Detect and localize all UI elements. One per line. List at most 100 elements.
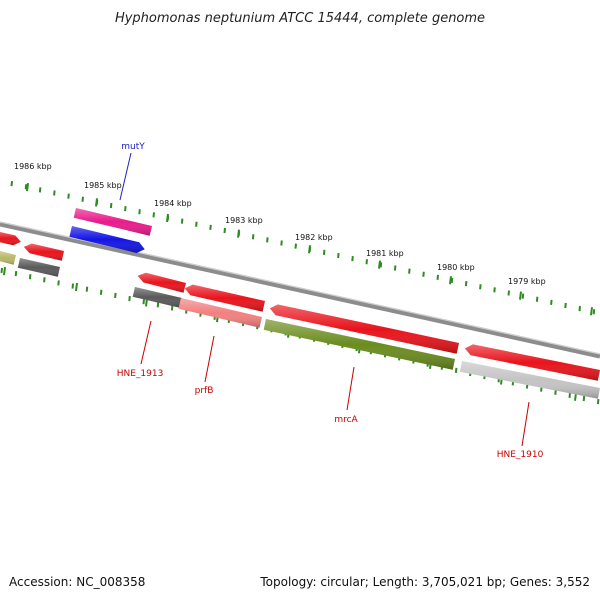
map-title: Hyphomonas neptunium ATCC 15444, complet… bbox=[115, 11, 485, 26]
scale-tick-outer bbox=[479, 284, 482, 290]
scale-tick-inner bbox=[128, 295, 131, 302]
backbone-line bbox=[0, 221, 600, 359]
scale-tick-outer bbox=[521, 293, 525, 299]
gene-label-muty[interactable]: mutY bbox=[121, 142, 145, 152]
scale-tick-outer bbox=[422, 271, 425, 277]
gene-HNE-1913[interactable] bbox=[132, 287, 182, 308]
scale-tick-outer bbox=[152, 212, 155, 218]
scale-tick-outer bbox=[81, 196, 84, 202]
backbone-highlight bbox=[0, 221, 600, 355]
leader-line-hne-1910 bbox=[521, 401, 530, 447]
scale-tick-outer bbox=[223, 227, 226, 234]
scale-tick-major bbox=[308, 245, 311, 254]
gene-red-b-shade bbox=[184, 284, 265, 312]
scale-label: 1979 kbp bbox=[508, 277, 546, 286]
gene-mrcA[interactable] bbox=[263, 319, 455, 370]
scale-tick-major bbox=[378, 260, 381, 269]
gene-label-hne-1913[interactable]: HNE_1913 bbox=[117, 369, 164, 379]
gene-label-mrca[interactable]: mrcA bbox=[334, 415, 358, 425]
scale-tick-outer bbox=[493, 287, 496, 293]
gene-olive-left[interactable] bbox=[0, 251, 16, 265]
scale-tick-inner bbox=[454, 367, 458, 374]
scale-tick-outer bbox=[124, 206, 127, 212]
scale-tick-major bbox=[26, 183, 29, 192]
scale-tick-major bbox=[75, 282, 78, 292]
gene-mutY-shade bbox=[69, 226, 145, 253]
gene-label-prfb[interactable]: prfB bbox=[195, 386, 214, 396]
accession-text: Accession: NC_008358 bbox=[9, 575, 145, 589]
scale-tick-inner bbox=[114, 292, 117, 299]
gene-red-left-2-shade bbox=[23, 243, 64, 261]
scale-tick-inner bbox=[596, 399, 600, 405]
scale-tick-outer bbox=[10, 181, 13, 187]
scale-tick-major bbox=[519, 291, 522, 300]
scale-tick-outer bbox=[436, 274, 439, 280]
gene-red-a-shade bbox=[137, 272, 186, 293]
scale-tick-outer bbox=[38, 187, 42, 193]
gene-HNE-1913-shade bbox=[132, 287, 182, 308]
gene-red-a[interactable] bbox=[137, 272, 186, 293]
gene-prfB-shade bbox=[178, 298, 262, 328]
scale-tick-major bbox=[3, 266, 6, 276]
scale-label: 1981 kbp bbox=[366, 249, 404, 258]
scale-tick-outer bbox=[280, 240, 283, 246]
genome-summary-text: Topology: circular; Length: 3,705,021 bp… bbox=[259, 575, 590, 589]
gene-gray-left[interactable] bbox=[17, 258, 60, 277]
gene-HNE-1910[interactable] bbox=[459, 361, 600, 399]
scale-tick-outer bbox=[195, 221, 198, 227]
scale-label: 1983 kbp bbox=[225, 216, 263, 225]
scale-tick-major bbox=[95, 198, 98, 207]
scale-tick-outer bbox=[138, 209, 141, 215]
scale-tick-inner bbox=[71, 283, 74, 289]
scale-label: 1985 kbp bbox=[84, 181, 122, 190]
gene-red-left-1[interactable] bbox=[0, 232, 21, 246]
scale-tick-inner bbox=[156, 302, 160, 308]
gene-red-b[interactable] bbox=[184, 284, 265, 312]
scale-tick-outer bbox=[24, 184, 28, 190]
scale-tick-outer bbox=[507, 290, 510, 296]
scale-tick-outer bbox=[67, 193, 70, 199]
leader-line-muty bbox=[119, 152, 132, 201]
gene-prfB[interactable] bbox=[178, 298, 263, 328]
gene-label-leaders bbox=[119, 152, 530, 447]
scale-tick-outer bbox=[180, 218, 184, 224]
gene-mutY-neighbor[interactable] bbox=[73, 208, 152, 236]
scale-tick-outer bbox=[564, 302, 567, 309]
gene-mutY[interactable] bbox=[69, 226, 145, 253]
gene-HNE-1910-shade bbox=[459, 361, 600, 399]
gene-mrcA-shade bbox=[263, 319, 455, 370]
scale-labels: 1986 kbp 1985 kbp 1984 kbp 1983 kbp 1982 kbp… bbox=[14, 162, 546, 286]
scale-tick-major bbox=[237, 229, 240, 238]
scale-tick-outer bbox=[464, 281, 468, 287]
gene-features bbox=[0, 208, 600, 399]
gene-gray-left-shade bbox=[17, 258, 60, 277]
gene-red-d[interactable] bbox=[464, 344, 600, 381]
scale-tick-inner bbox=[554, 389, 557, 395]
scale-tick-inner bbox=[14, 270, 18, 277]
gene-red-c[interactable] bbox=[269, 304, 459, 354]
scale-tick-outer bbox=[578, 306, 581, 312]
leader-line-hne-1913 bbox=[140, 320, 152, 365]
gene-mutY-neighbor-shade bbox=[73, 208, 152, 236]
gene-label-hne-1910[interactable]: HNE_1910 bbox=[497, 450, 544, 460]
scale-label: 1986 kbp bbox=[14, 162, 52, 171]
scale-tick-outer bbox=[450, 277, 454, 284]
scale-tick-outer bbox=[294, 243, 297, 249]
scale-tick-major bbox=[590, 307, 593, 316]
scale-tick-inner bbox=[99, 289, 103, 295]
gene-red-left-2[interactable] bbox=[23, 243, 64, 261]
scale-tick-outer bbox=[209, 224, 212, 230]
scale-tick-outer bbox=[266, 237, 269, 243]
scale-label: 1980 kbp bbox=[437, 263, 475, 272]
scale-label: 1982 kbp bbox=[295, 233, 333, 242]
scale-tick-inner bbox=[568, 392, 571, 398]
genome-backbone bbox=[0, 221, 600, 359]
scale-label: 1984 kbp bbox=[154, 199, 192, 208]
scale-tick-outer bbox=[337, 252, 340, 259]
scale-tick-outer bbox=[408, 268, 411, 274]
scale-tick-inner bbox=[57, 280, 60, 286]
scale-tick-outer bbox=[109, 202, 113, 209]
scale-tick-outer bbox=[379, 262, 383, 268]
scale-tick-outer bbox=[550, 299, 553, 305]
